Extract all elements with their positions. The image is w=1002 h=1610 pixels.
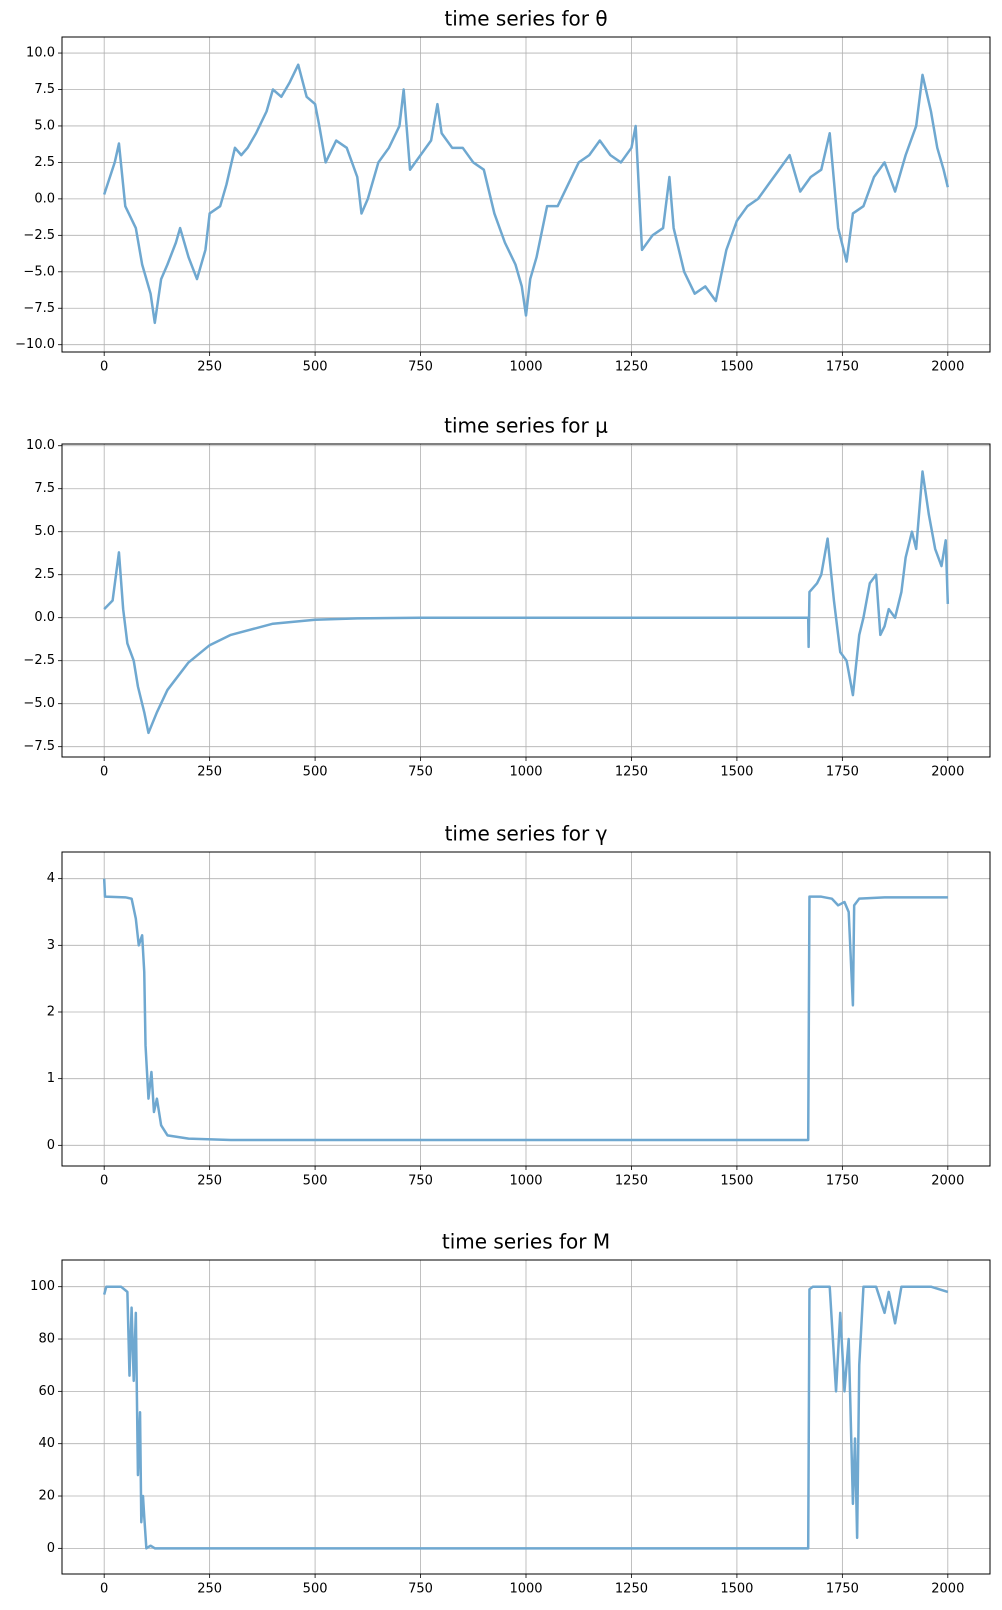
x-tick-label: 750: [408, 1582, 433, 1597]
x-tick-label: 500: [303, 1582, 328, 1597]
axes-frame: [61, 851, 991, 1167]
x-tick-label: 1000: [509, 1174, 542, 1189]
y-tick-label: 10.0: [26, 438, 55, 453]
x-tick-label: 1000: [509, 1582, 542, 1597]
x-tick-label: 1750: [826, 1582, 859, 1597]
y-tick-label: 5.0: [34, 524, 55, 539]
x-tick-label: 750: [408, 1174, 433, 1189]
x-tick-label: 0: [100, 360, 108, 375]
y-tick-label: −10.0: [15, 337, 55, 352]
data-line: [102, 63, 950, 325]
y-tick-label: 7.5: [34, 82, 55, 97]
y-tick-label: −2.5: [23, 228, 55, 243]
chart-title: time series for M: [442, 1230, 610, 1254]
x-tick-label: 750: [408, 360, 433, 375]
y-tick-label: 20: [38, 1489, 55, 1504]
y-tick-label: −2.5: [23, 653, 55, 668]
y-tick-label: 10.0: [26, 46, 55, 61]
x-tick-label: 500: [303, 360, 328, 375]
y-tick-label: 1: [47, 1071, 55, 1086]
x-tick-label: 250: [197, 765, 222, 780]
chart-title: time series for μ: [444, 414, 608, 438]
chart-title: time series for θ: [444, 7, 607, 31]
y-tick-label: −5.0: [23, 264, 55, 279]
y-tick-label: 2.5: [34, 567, 55, 582]
x-tick-label: 1250: [615, 1174, 648, 1189]
x-tick-label: 1000: [509, 360, 542, 375]
y-tick-label: 100: [30, 1279, 55, 1294]
y-tick-label: 5.0: [34, 118, 55, 133]
y-tick-label: 60: [38, 1384, 55, 1399]
x-tick-label: 1750: [826, 765, 859, 780]
x-tick-label: 250: [197, 360, 222, 375]
x-tick-label: 500: [303, 1174, 328, 1189]
x-tick-label: 2000: [931, 765, 964, 780]
y-tick-label: 0.0: [34, 610, 55, 625]
x-tick-label: 1500: [720, 360, 753, 375]
x-tick-label: 250: [197, 1174, 222, 1189]
x-tick-label: 500: [303, 765, 328, 780]
x-tick-label: 2000: [931, 360, 964, 375]
x-tick-label: 1750: [826, 1174, 859, 1189]
y-tick-label: 7.5: [34, 481, 55, 496]
x-tick-label: 1500: [720, 1582, 753, 1597]
x-tick-label: 0: [100, 765, 108, 780]
axes-frame: [61, 443, 991, 758]
y-tick-label: −7.5: [23, 739, 55, 754]
x-tick-label: 1000: [509, 765, 542, 780]
y-tick-label: 2: [47, 1005, 55, 1020]
x-tick-label: 1750: [826, 360, 859, 375]
y-tick-label: −7.5: [23, 301, 55, 316]
y-tick-label: 0.0: [34, 191, 55, 206]
y-tick-label: 40: [38, 1436, 55, 1451]
x-tick-label: 250: [197, 1582, 222, 1597]
axes-frame: [61, 36, 991, 353]
x-tick-label: 2000: [931, 1174, 964, 1189]
data-line: [102, 1285, 949, 1550]
axes-frame: [61, 1259, 991, 1575]
y-tick-label: 80: [38, 1332, 55, 1347]
y-tick-label: 3: [47, 938, 55, 953]
x-tick-label: 1500: [720, 765, 753, 780]
x-tick-label: 2000: [931, 1582, 964, 1597]
data-line: [102, 878, 948, 1142]
y-tick-label: −5.0: [23, 696, 55, 711]
x-tick-label: 750: [408, 765, 433, 780]
y-tick-label: 4: [47, 871, 55, 886]
y-tick-label: 0: [47, 1138, 55, 1153]
x-tick-label: 0: [100, 1174, 108, 1189]
x-tick-label: 1250: [615, 1582, 648, 1597]
y-tick-label: 0: [47, 1541, 55, 1556]
x-tick-label: 1500: [720, 1174, 753, 1189]
x-tick-label: 1250: [615, 360, 648, 375]
data-line: [103, 470, 950, 735]
x-tick-label: 0: [100, 1582, 108, 1597]
y-tick-label: 2.5: [34, 155, 55, 170]
chart-title: time series for γ: [445, 822, 608, 846]
x-tick-label: 1250: [615, 765, 648, 780]
